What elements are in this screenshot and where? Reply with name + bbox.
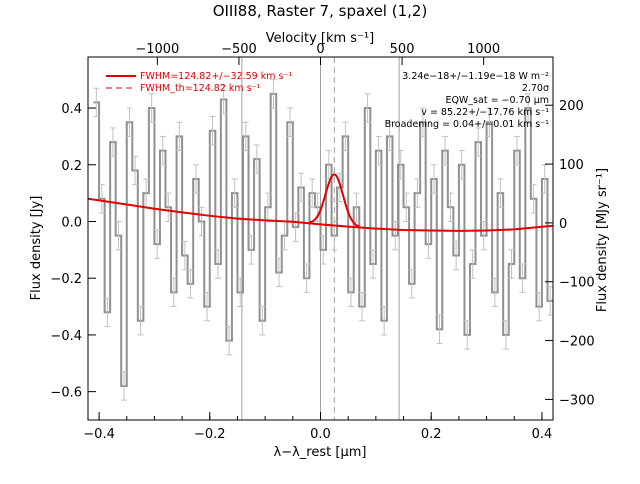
plot-clip-group [88, 57, 553, 420]
annotations: 3.24e−18+/−1.19e−18 W m⁻² 2.70σ EQW_sat … [385, 71, 550, 130]
chart-title: OIII88, Raster 7, spaxel (1,2) [213, 2, 428, 20]
baseline-fit-line [88, 197, 553, 232]
right-tick-label: −200 [559, 335, 595, 350]
legend: FWHM=124.82+/−32.59 km s⁻¹ FWHM_th=124.8… [106, 71, 292, 94]
right-tick-label: −100 [559, 276, 595, 291]
fit-lines [88, 173, 553, 232]
gaussian-fit-line [309, 173, 360, 228]
y-tick-label: −0.4 [50, 329, 82, 344]
top-x-axis-label: Velocity [km s⁻¹] [266, 31, 374, 46]
axis-ticks: −0.4 −0.2 0.0 0.2 0.4−1000 −500 0 500 1000−0.6−0… [50, 42, 594, 442]
annotation-sigma: 2.70σ [522, 83, 549, 94]
right-tick-label: 200 [559, 99, 584, 114]
x-tick-label: 0.2 [421, 427, 442, 442]
y-tick-label: 0.0 [61, 215, 82, 230]
x-tick-label: −0.4 [83, 427, 115, 442]
y-tick-label: −0.2 [50, 272, 82, 287]
x-tick-label: −0.2 [194, 427, 226, 442]
annotation-flux: 3.24e−18+/−1.19e−18 W m⁻² [402, 71, 549, 82]
annotation-velocity: v = 85.22+/−17.76 km s⁻¹ [421, 107, 549, 118]
top-tick-label: 500 [390, 42, 415, 57]
annotation-broadening: Broadening = 0.04+/−0.01 km s⁻¹ [385, 119, 550, 130]
right-tick-label: 0 [559, 217, 567, 232]
legend-entry-1: FWHM=124.82+/−32.59 km s⁻¹ [140, 71, 292, 82]
top-tick-label: 1000 [467, 42, 500, 57]
y-tick-label: 0.4 [61, 102, 82, 117]
right-y-axis-label: Flux density [MJy sr⁻¹] [595, 168, 610, 312]
x-tick-label: 0.0 [310, 427, 331, 442]
y-tick-label: −0.6 [50, 386, 82, 401]
y-axis-label: Flux density [Jy] [29, 196, 44, 301]
y-tick-label: 0.2 [61, 159, 82, 174]
annotation-eqw: EQW_sat = −0.70 μm [445, 95, 549, 106]
right-tick-label: −300 [559, 393, 595, 408]
top-tick-label: 0 [316, 42, 324, 57]
right-tick-label: 100 [559, 158, 584, 173]
legend-entry-2: FWHM_th=124.82 km s⁻¹ [140, 83, 261, 94]
top-tick-label: −1000 [135, 42, 179, 57]
data-series [93, 79, 553, 401]
x-axis-label: λ−λ_rest [μm] [274, 445, 367, 460]
top-tick-label: −500 [221, 42, 257, 57]
x-tick-label: 0.4 [532, 427, 553, 442]
